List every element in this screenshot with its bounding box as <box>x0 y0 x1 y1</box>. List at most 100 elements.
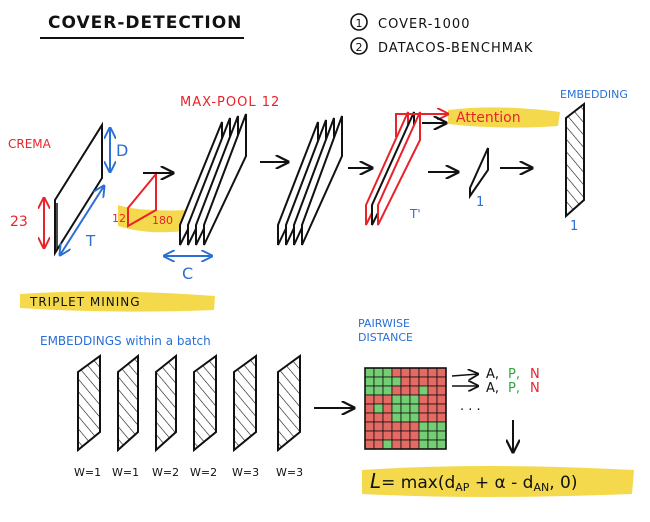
matrix-cell <box>409 421 420 432</box>
matrix-cell <box>400 376 411 387</box>
matrix-cell <box>409 367 420 378</box>
matrix-cell <box>364 430 375 441</box>
matrix-cell <box>364 376 375 387</box>
maxpool-label: MAX-POOL 12 <box>180 95 280 110</box>
loss-symbol: L <box>370 469 381 493</box>
crema-label: CREMA <box>8 137 52 151</box>
pairwise-label-1: PAIRWISE <box>358 317 410 330</box>
matrix-cell <box>400 394 411 405</box>
matrix-cell <box>409 430 420 441</box>
matrix-cell <box>382 394 393 405</box>
w-label: W=1 <box>74 466 101 479</box>
feature-stack-2 <box>277 115 343 246</box>
kernel-highlight <box>118 205 192 233</box>
matrix-cell <box>391 367 402 378</box>
matrix-cell <box>409 412 420 423</box>
pooled-vector <box>469 147 489 200</box>
dataset-list: 1 COVER-1000 2 DATACOS-BENCHMAK <box>350 13 532 56</box>
w-labels: W=1 W=1 W=2 W=2 W=3 W=3 <box>74 466 303 479</box>
matrix-cell <box>427 394 438 405</box>
matrix-cell <box>409 376 420 387</box>
loss-dap-sub: AP <box>455 481 470 494</box>
matrix-cell <box>391 394 402 405</box>
matrix-cell <box>436 412 447 423</box>
matrix-cell <box>436 403 447 414</box>
matrix-cell <box>418 412 429 423</box>
matrix-cell <box>373 421 384 432</box>
matrix-cell <box>364 403 375 414</box>
matrix-cell <box>409 394 420 405</box>
matrix-cell <box>391 412 402 423</box>
dataset-1-label: COVER-1000 <box>378 17 470 32</box>
positive-label: P, <box>508 367 520 382</box>
one-a-label: 1 <box>476 195 484 210</box>
matrix-cell <box>436 430 447 441</box>
loss-formula: L= max(dAP + α - dAN, 0) <box>370 469 577 494</box>
matrix-cell <box>400 430 411 441</box>
negative-label: N <box>530 367 540 382</box>
dataset-1-num: 1 <box>356 17 363 30</box>
dim-T-prime-label: T' <box>409 207 421 221</box>
loss-dan-sub: AN <box>533 481 549 494</box>
loss-plus-alpha: + α - <box>469 473 522 493</box>
matrix-cell <box>418 385 429 396</box>
matrix-cell <box>382 403 393 414</box>
matrix-cell <box>373 439 384 450</box>
matrix-cell <box>409 439 420 450</box>
matrix-cell <box>373 403 384 414</box>
loss-highlight <box>362 466 634 497</box>
matrix-cell <box>418 376 429 387</box>
attention-label: Attention <box>456 110 521 126</box>
matrix-cell <box>373 430 384 441</box>
loss-max: = max( <box>381 473 444 493</box>
w-label: W=2 <box>152 466 179 479</box>
matrix-cell <box>436 421 447 432</box>
matrix-cell <box>400 412 411 423</box>
distance-matrix <box>364 367 447 450</box>
matrix-cell <box>418 403 429 414</box>
anchor-label: A, <box>486 367 499 382</box>
kernel-w-label: 180 <box>152 214 173 227</box>
matrix-cell <box>373 394 384 405</box>
matrix-cell <box>391 430 402 441</box>
matrix-cell <box>418 439 429 450</box>
matrix-cell <box>382 412 393 423</box>
matrix-cell <box>400 385 411 396</box>
batch-embedding <box>233 354 257 453</box>
matrix-cell <box>427 430 438 441</box>
batch-embedding <box>77 354 101 453</box>
attention-arrow <box>395 114 448 137</box>
embedding-label: EMBEDDING <box>560 88 628 101</box>
matrix-cell <box>409 403 420 414</box>
matrix-cell <box>418 430 429 441</box>
dim-C-label: C <box>182 264 193 283</box>
matrix-cell <box>391 439 402 450</box>
matrix-cell <box>427 367 438 378</box>
matrix-cell <box>373 376 384 387</box>
batch-embedding <box>155 353 177 453</box>
matrix-cell <box>427 421 438 432</box>
conv-kernel <box>127 171 157 228</box>
matrix-cell <box>364 385 375 396</box>
matrix-cell <box>382 421 393 432</box>
crema-input-slab <box>54 121 103 257</box>
kernel-h-label: 12 <box>112 212 126 225</box>
batch-embeddings <box>77 353 301 453</box>
negative-label: N <box>530 381 540 396</box>
matrix-cell <box>391 403 402 414</box>
matrix-cell <box>364 367 375 378</box>
matrix-cell <box>364 439 375 450</box>
triplet-selection: A, P, N A, P, N . . . <box>451 367 540 414</box>
matrix-cell <box>427 439 438 450</box>
matrix-cell <box>409 385 420 396</box>
matrix-cell <box>382 376 393 387</box>
one-b-label: 1 <box>570 219 578 234</box>
batch-embedding <box>193 354 217 453</box>
matrix-cell <box>400 439 411 450</box>
matrix-cell <box>436 376 447 387</box>
loss-end: , 0) <box>549 473 577 493</box>
matrix-cell <box>382 385 393 396</box>
batch-label: EMBEDDINGS within a batch <box>40 334 211 348</box>
matrix-cell <box>400 403 411 414</box>
pairwise-label-2: DISTANCE <box>358 331 413 344</box>
